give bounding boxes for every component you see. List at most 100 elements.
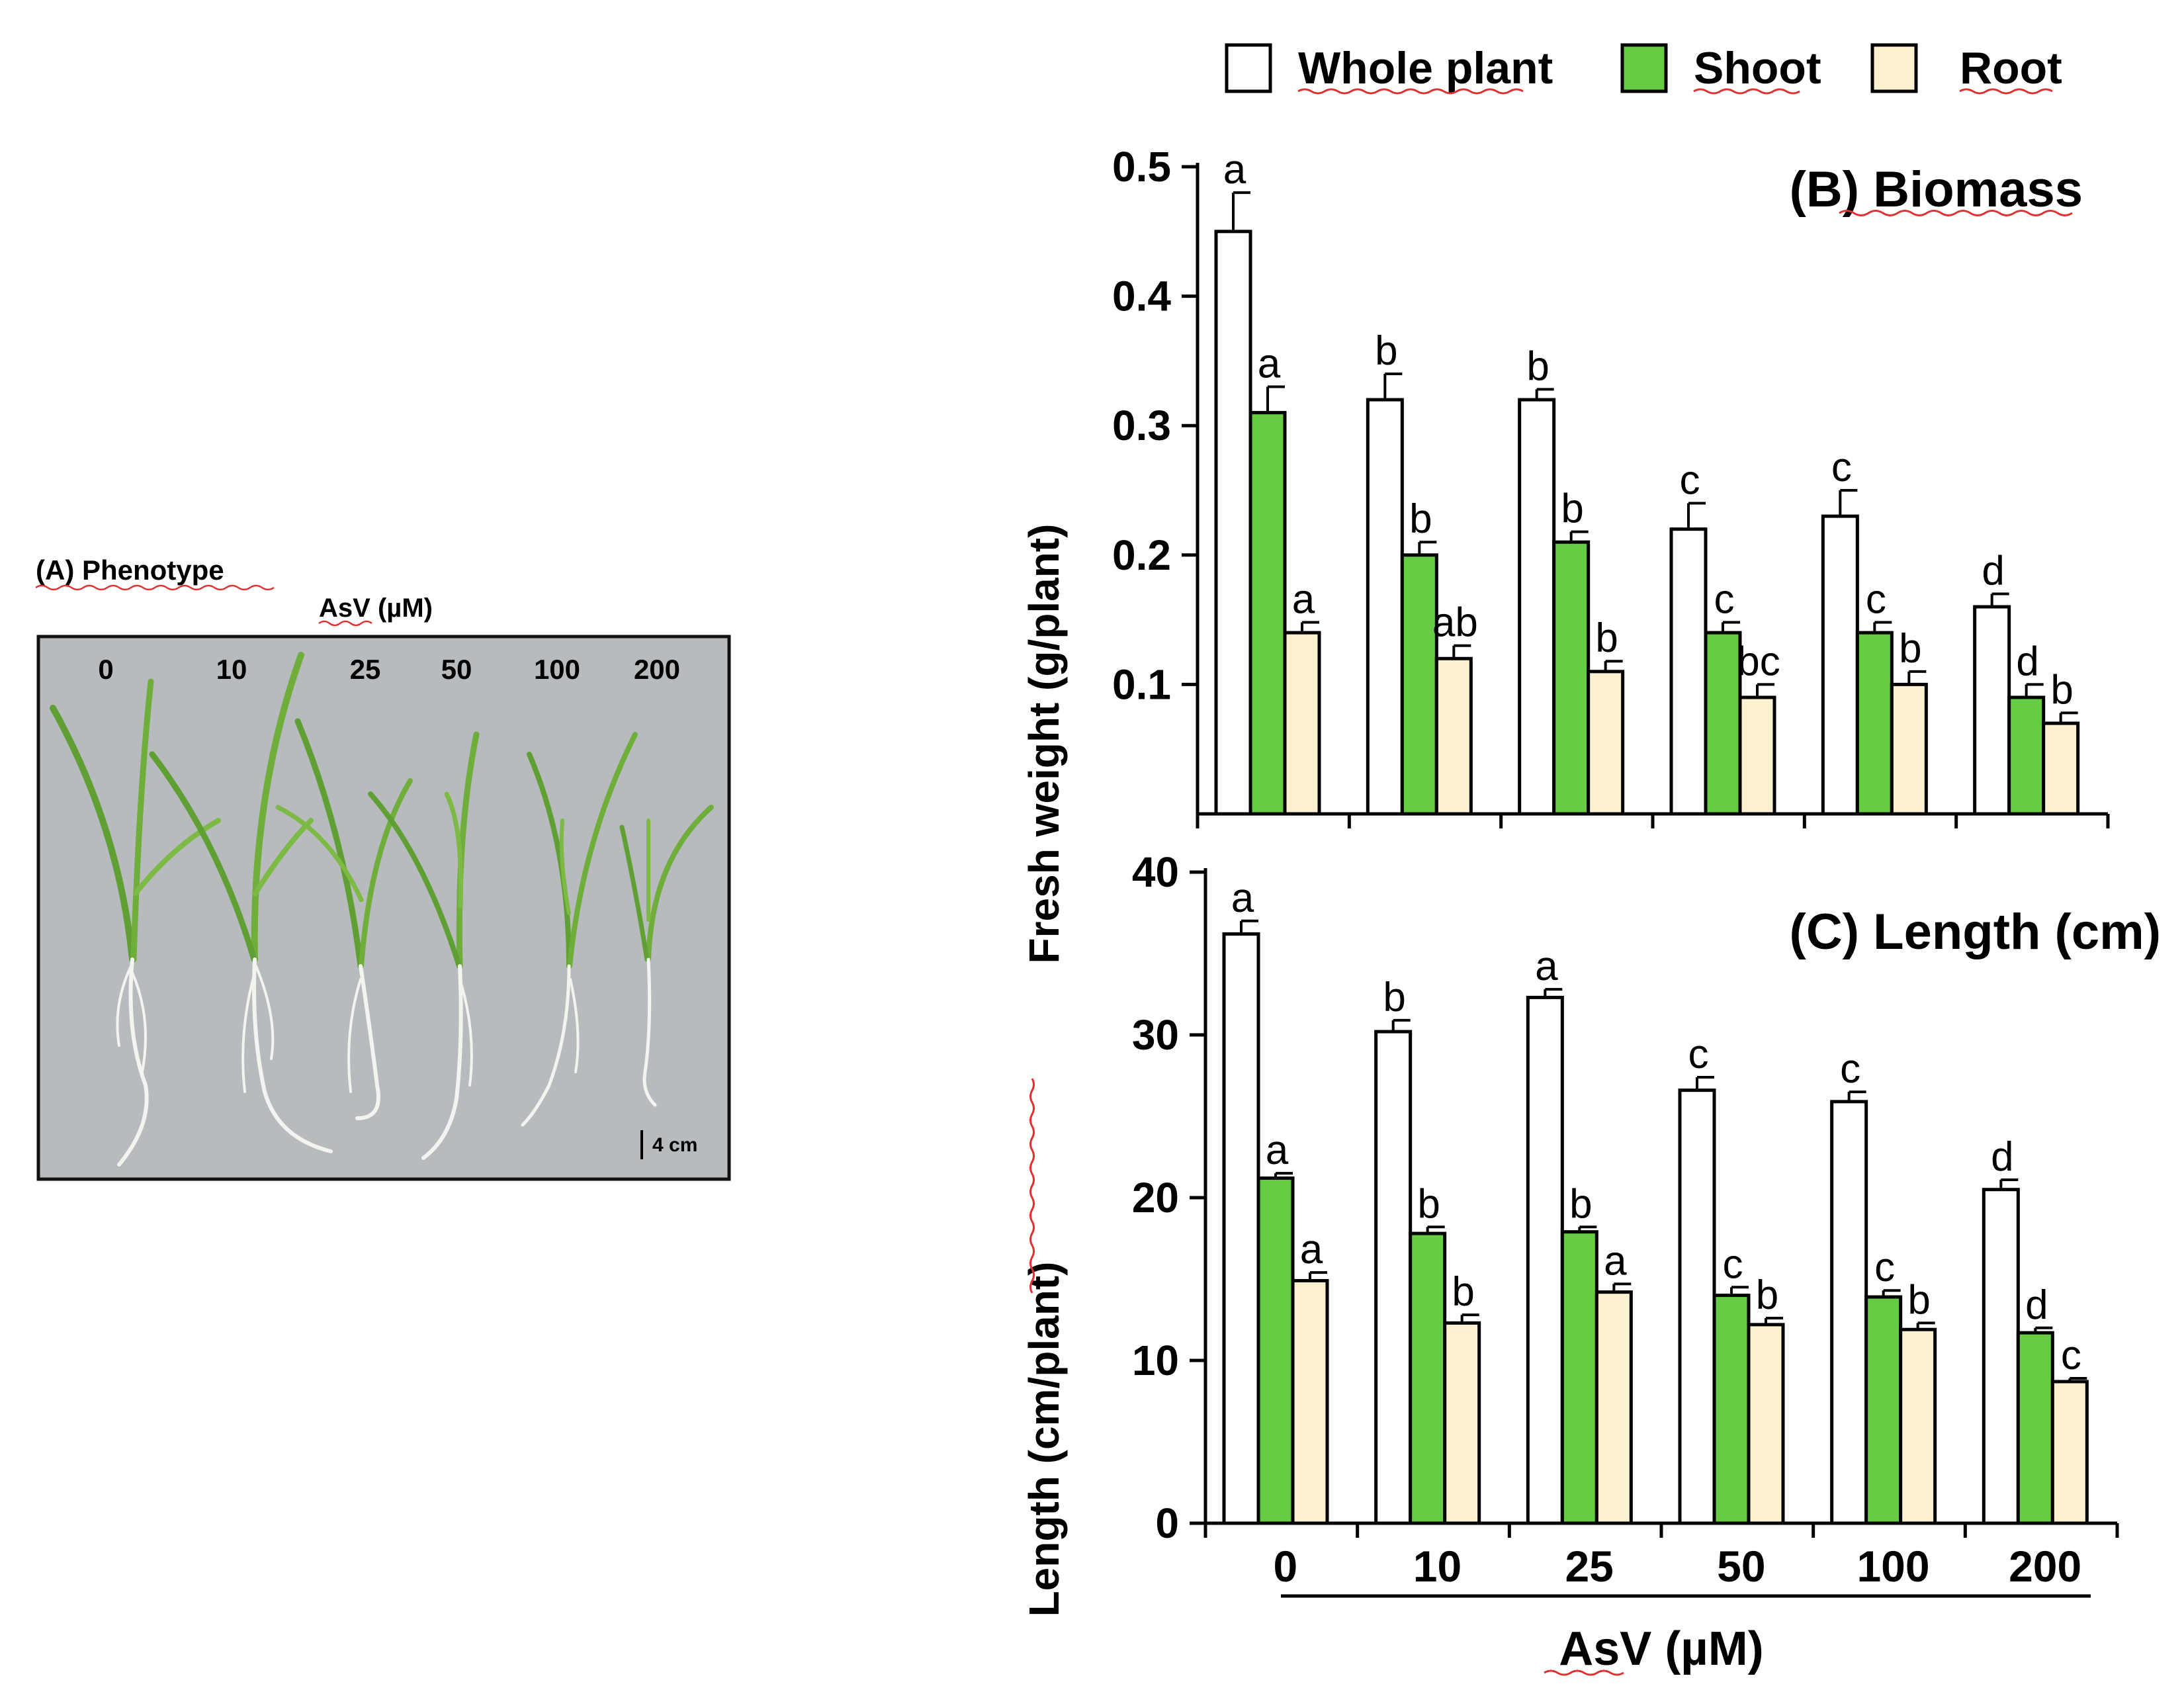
significance-letter: c <box>1831 445 1852 490</box>
bar-whole-plant <box>1374 1030 1413 1525</box>
seedling-0 <box>50 678 221 1167</box>
significance-letter: b <box>1417 1181 1440 1227</box>
panel-a: (A) Phenotype AsV (µM) 0 10 25 50 100 20… <box>35 555 731 1181</box>
chart-biomass: (B) Biomass Fresh weight (g/plant) 0.1 0.… <box>1020 143 2110 964</box>
significance-letter: b <box>1595 615 1618 661</box>
legend-swatch-whole-plant <box>1225 43 1272 93</box>
legend-label-whole-plant: Whole plant <box>1298 43 1553 93</box>
bar-root <box>1594 1290 1633 1525</box>
bar-whole-plant <box>1821 514 1859 816</box>
bar-root <box>1899 1327 1937 1525</box>
significance-letter: a <box>1300 1227 1323 1272</box>
bar-root <box>1291 1278 1329 1525</box>
x-tick-label: 200 <box>2009 1542 2081 1591</box>
chart-length: (C) Length (cm) Length (cm/plant) 0 10 20 3… <box>1020 848 2161 1676</box>
seedling-25 <box>275 718 413 1120</box>
significance-letter: b <box>1526 343 1549 389</box>
photo-conc-label: 0 <box>98 654 113 685</box>
significance-letter: b <box>1756 1272 1778 1318</box>
y-axis-label-biomass: Fresh weight (g/plant) <box>1020 524 1068 964</box>
significance-letter: c <box>1840 1046 1860 1092</box>
panel-a-title-underline <box>35 584 275 591</box>
legend-underline <box>1693 88 1800 95</box>
y-tick-label: 0.2 <box>1112 531 1171 579</box>
y-tick-label: 0 <box>1155 1499 1179 1547</box>
y-label-underline <box>1029 1078 1035 1294</box>
scale-bar-label: 4 cm <box>652 1134 697 1156</box>
bar-root <box>1587 670 1625 816</box>
significance-letter: b <box>1375 328 1397 374</box>
seedling-50 <box>368 731 480 1160</box>
significance-letter: a <box>1223 147 1246 193</box>
bar-shoot <box>2016 1331 2054 1525</box>
significance-letter: d <box>2016 639 2038 684</box>
bar-whole-plant <box>1669 527 1708 816</box>
significance-letter: b <box>2050 667 2073 713</box>
significance-letter: d <box>2025 1282 2048 1328</box>
x-tick-label: 0 <box>1273 1542 1297 1591</box>
significance-letter: c <box>1866 577 1886 623</box>
significance-letter: b <box>1452 1269 1474 1315</box>
bar-shoot <box>1409 1231 1447 1525</box>
significance-letter: b <box>1569 1181 1592 1227</box>
legend-label-shoot: Shoot <box>1694 43 1821 93</box>
legend-swatch-shoot <box>1620 43 1668 93</box>
chart-title-biomass: (B) Biomass <box>1790 161 2083 218</box>
significance-letter: a <box>1292 577 1315 623</box>
bar-shoot <box>1400 553 1438 816</box>
y-tick-label: 10 <box>1132 1337 1179 1384</box>
legend-underline <box>1297 88 1524 95</box>
photo-conc-label: 200 <box>634 654 680 685</box>
bar-root <box>1283 631 1321 816</box>
significance-letter: a <box>1266 1128 1289 1173</box>
y-axis-label-length: Length (cm/plant) <box>1020 1262 1068 1617</box>
x-tick-label: 25 <box>1565 1542 1613 1591</box>
y-tick-label: 0.4 <box>1112 273 1171 320</box>
photo-conc-label: 10 <box>216 654 247 685</box>
y-tick-label: 40 <box>1132 848 1179 896</box>
significance-letter: a <box>1535 944 1558 989</box>
significance-letter: b <box>1409 496 1432 542</box>
bar-whole-plant <box>1982 1188 2020 1525</box>
significance-letter: c <box>2061 1333 2081 1378</box>
y-tick-label: 20 <box>1132 1174 1179 1221</box>
bar-whole-plant <box>1518 398 1556 816</box>
significance-letter: a <box>1258 341 1281 387</box>
bar-whole-plant <box>1526 995 1564 1525</box>
significance-letter: b <box>1561 486 1583 532</box>
bar-root <box>1443 1321 1481 1525</box>
bar-shoot <box>2007 695 2046 816</box>
y-tick-label: 30 <box>1132 1011 1179 1059</box>
bar-shoot <box>1704 631 1742 816</box>
bar-shoot <box>1864 1295 1903 1525</box>
significance-letter: ab <box>1432 600 1478 646</box>
bar-shoot <box>1248 411 1287 816</box>
bar-shoot <box>1552 540 1591 816</box>
bar-whole-plant <box>1214 230 1252 816</box>
legend-underline <box>1959 88 2053 95</box>
significance-letter: c <box>1688 1032 1709 1077</box>
x-label-underline <box>1544 1669 1624 1676</box>
seedlings <box>50 652 714 1167</box>
significance-letter: bc <box>1737 639 1780 684</box>
photo-conc-label: 50 <box>441 654 472 685</box>
significance-letter: c <box>1680 458 1700 504</box>
bar-shoot <box>1560 1230 1598 1525</box>
phenotype-photo <box>36 635 731 1181</box>
chart-title-length: (C) Length (cm) <box>1790 904 2161 960</box>
bar-root <box>2042 721 2080 816</box>
bar-shoot <box>1256 1176 1295 1525</box>
y-tick-label: 0.3 <box>1112 402 1171 449</box>
photo-conc-label: 100 <box>534 654 580 685</box>
bar-whole-plant <box>1366 398 1404 816</box>
significance-letter: d <box>1991 1134 2013 1180</box>
y-tick-label: 0.5 <box>1112 143 1171 191</box>
x-axis-label: AsV (µM) <box>1559 1622 1763 1675</box>
panel-a-title: (A) Phenotype <box>36 555 224 586</box>
legend: Whole plant Shoot Root <box>1225 43 2062 95</box>
significance-letter: c <box>1714 577 1735 623</box>
bar-root <box>2050 1380 2089 1525</box>
